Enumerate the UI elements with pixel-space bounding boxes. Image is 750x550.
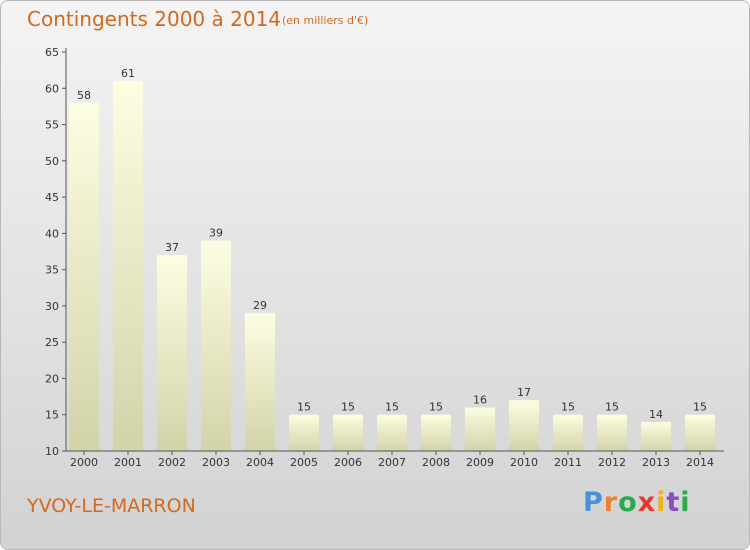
bar-2014 xyxy=(685,414,715,451)
chart-subtitle: (en milliers d'€) xyxy=(282,14,369,27)
y-tick-label: 20 xyxy=(45,372,59,385)
bar-2003 xyxy=(201,240,231,451)
x-tick-label-2014: 2014 xyxy=(686,456,714,469)
x-tick-label-2012: 2012 xyxy=(598,456,626,469)
x-tick-label-2000: 2000 xyxy=(70,456,98,469)
bar-2012 xyxy=(597,414,627,451)
x-tick-label-2004: 2004 xyxy=(246,456,274,469)
bar-2011 xyxy=(553,414,583,451)
y-tick-label: 60 xyxy=(45,82,59,95)
x-tick-label-2009: 2009 xyxy=(466,456,494,469)
y-tick-label: 40 xyxy=(45,227,59,240)
data-label-2003: 39 xyxy=(209,227,223,240)
bar-2010 xyxy=(509,400,539,451)
x-tick-label-2010: 2010 xyxy=(510,456,538,469)
bar-2006 xyxy=(333,414,363,451)
y-tick-label: 45 xyxy=(45,191,59,204)
data-label-2014: 15 xyxy=(693,401,707,414)
x-tick-label-2013: 2013 xyxy=(642,456,670,469)
y-tick-label: 30 xyxy=(45,300,59,313)
bar-2000 xyxy=(69,102,99,452)
x-tick-label-2002: 2002 xyxy=(158,456,186,469)
y-tick-label: 15 xyxy=(45,409,59,422)
logo-letter: x xyxy=(637,487,657,518)
data-label-2006: 15 xyxy=(341,401,355,414)
proxiti-logo: Proxiti xyxy=(583,487,691,518)
x-tick-label-2001: 2001 xyxy=(114,456,142,469)
data-label-2004: 29 xyxy=(253,299,267,312)
data-label-2000: 58 xyxy=(77,89,91,102)
data-label-2007: 15 xyxy=(385,401,399,414)
chart-title: Contingents 2000 à 2014 xyxy=(27,7,282,31)
y-tick-label: 55 xyxy=(45,119,59,132)
data-label-2012: 15 xyxy=(605,401,619,414)
place-name: YVOY-LE-MARRON xyxy=(27,495,196,517)
bar-2001 xyxy=(113,81,143,451)
bar-2005 xyxy=(289,414,319,451)
data-label-2010: 17 xyxy=(517,386,531,399)
logo-letter: P xyxy=(583,487,604,518)
y-tick-label: 65 xyxy=(45,46,59,59)
y-tick-label: 50 xyxy=(45,155,59,168)
bar-2004 xyxy=(245,313,275,451)
y-tick-label: 35 xyxy=(45,264,59,277)
x-tick-label-2008: 2008 xyxy=(422,456,450,469)
bar-2007 xyxy=(377,414,407,451)
logo-letter: i xyxy=(680,487,691,518)
y-tick-label: 25 xyxy=(45,336,59,349)
x-tick-label-2003: 2003 xyxy=(202,456,230,469)
bar-2013 xyxy=(641,421,671,451)
logo-letter: r xyxy=(603,487,619,518)
x-tick-label-2007: 2007 xyxy=(378,456,406,469)
x-tick-label-2005: 2005 xyxy=(290,456,318,469)
bar-2002 xyxy=(157,255,187,451)
y-tick-label: 10 xyxy=(45,445,59,458)
bar-2009 xyxy=(465,407,495,451)
x-tick-label-2011: 2011 xyxy=(554,456,582,469)
data-label-2005: 15 xyxy=(297,401,311,414)
data-label-2008: 15 xyxy=(429,401,443,414)
data-label-2002: 37 xyxy=(165,241,179,254)
logo-letter: o xyxy=(618,487,638,518)
x-tick-label-2006: 2006 xyxy=(334,456,362,469)
logo-letter: i xyxy=(656,487,667,518)
data-label-2001: 61 xyxy=(121,67,135,80)
bar-2008 xyxy=(421,414,451,451)
logo-letter: t xyxy=(666,487,681,518)
data-label-2009: 16 xyxy=(473,393,487,406)
data-label-2011: 15 xyxy=(561,401,575,414)
data-label-2013: 14 xyxy=(649,408,663,421)
